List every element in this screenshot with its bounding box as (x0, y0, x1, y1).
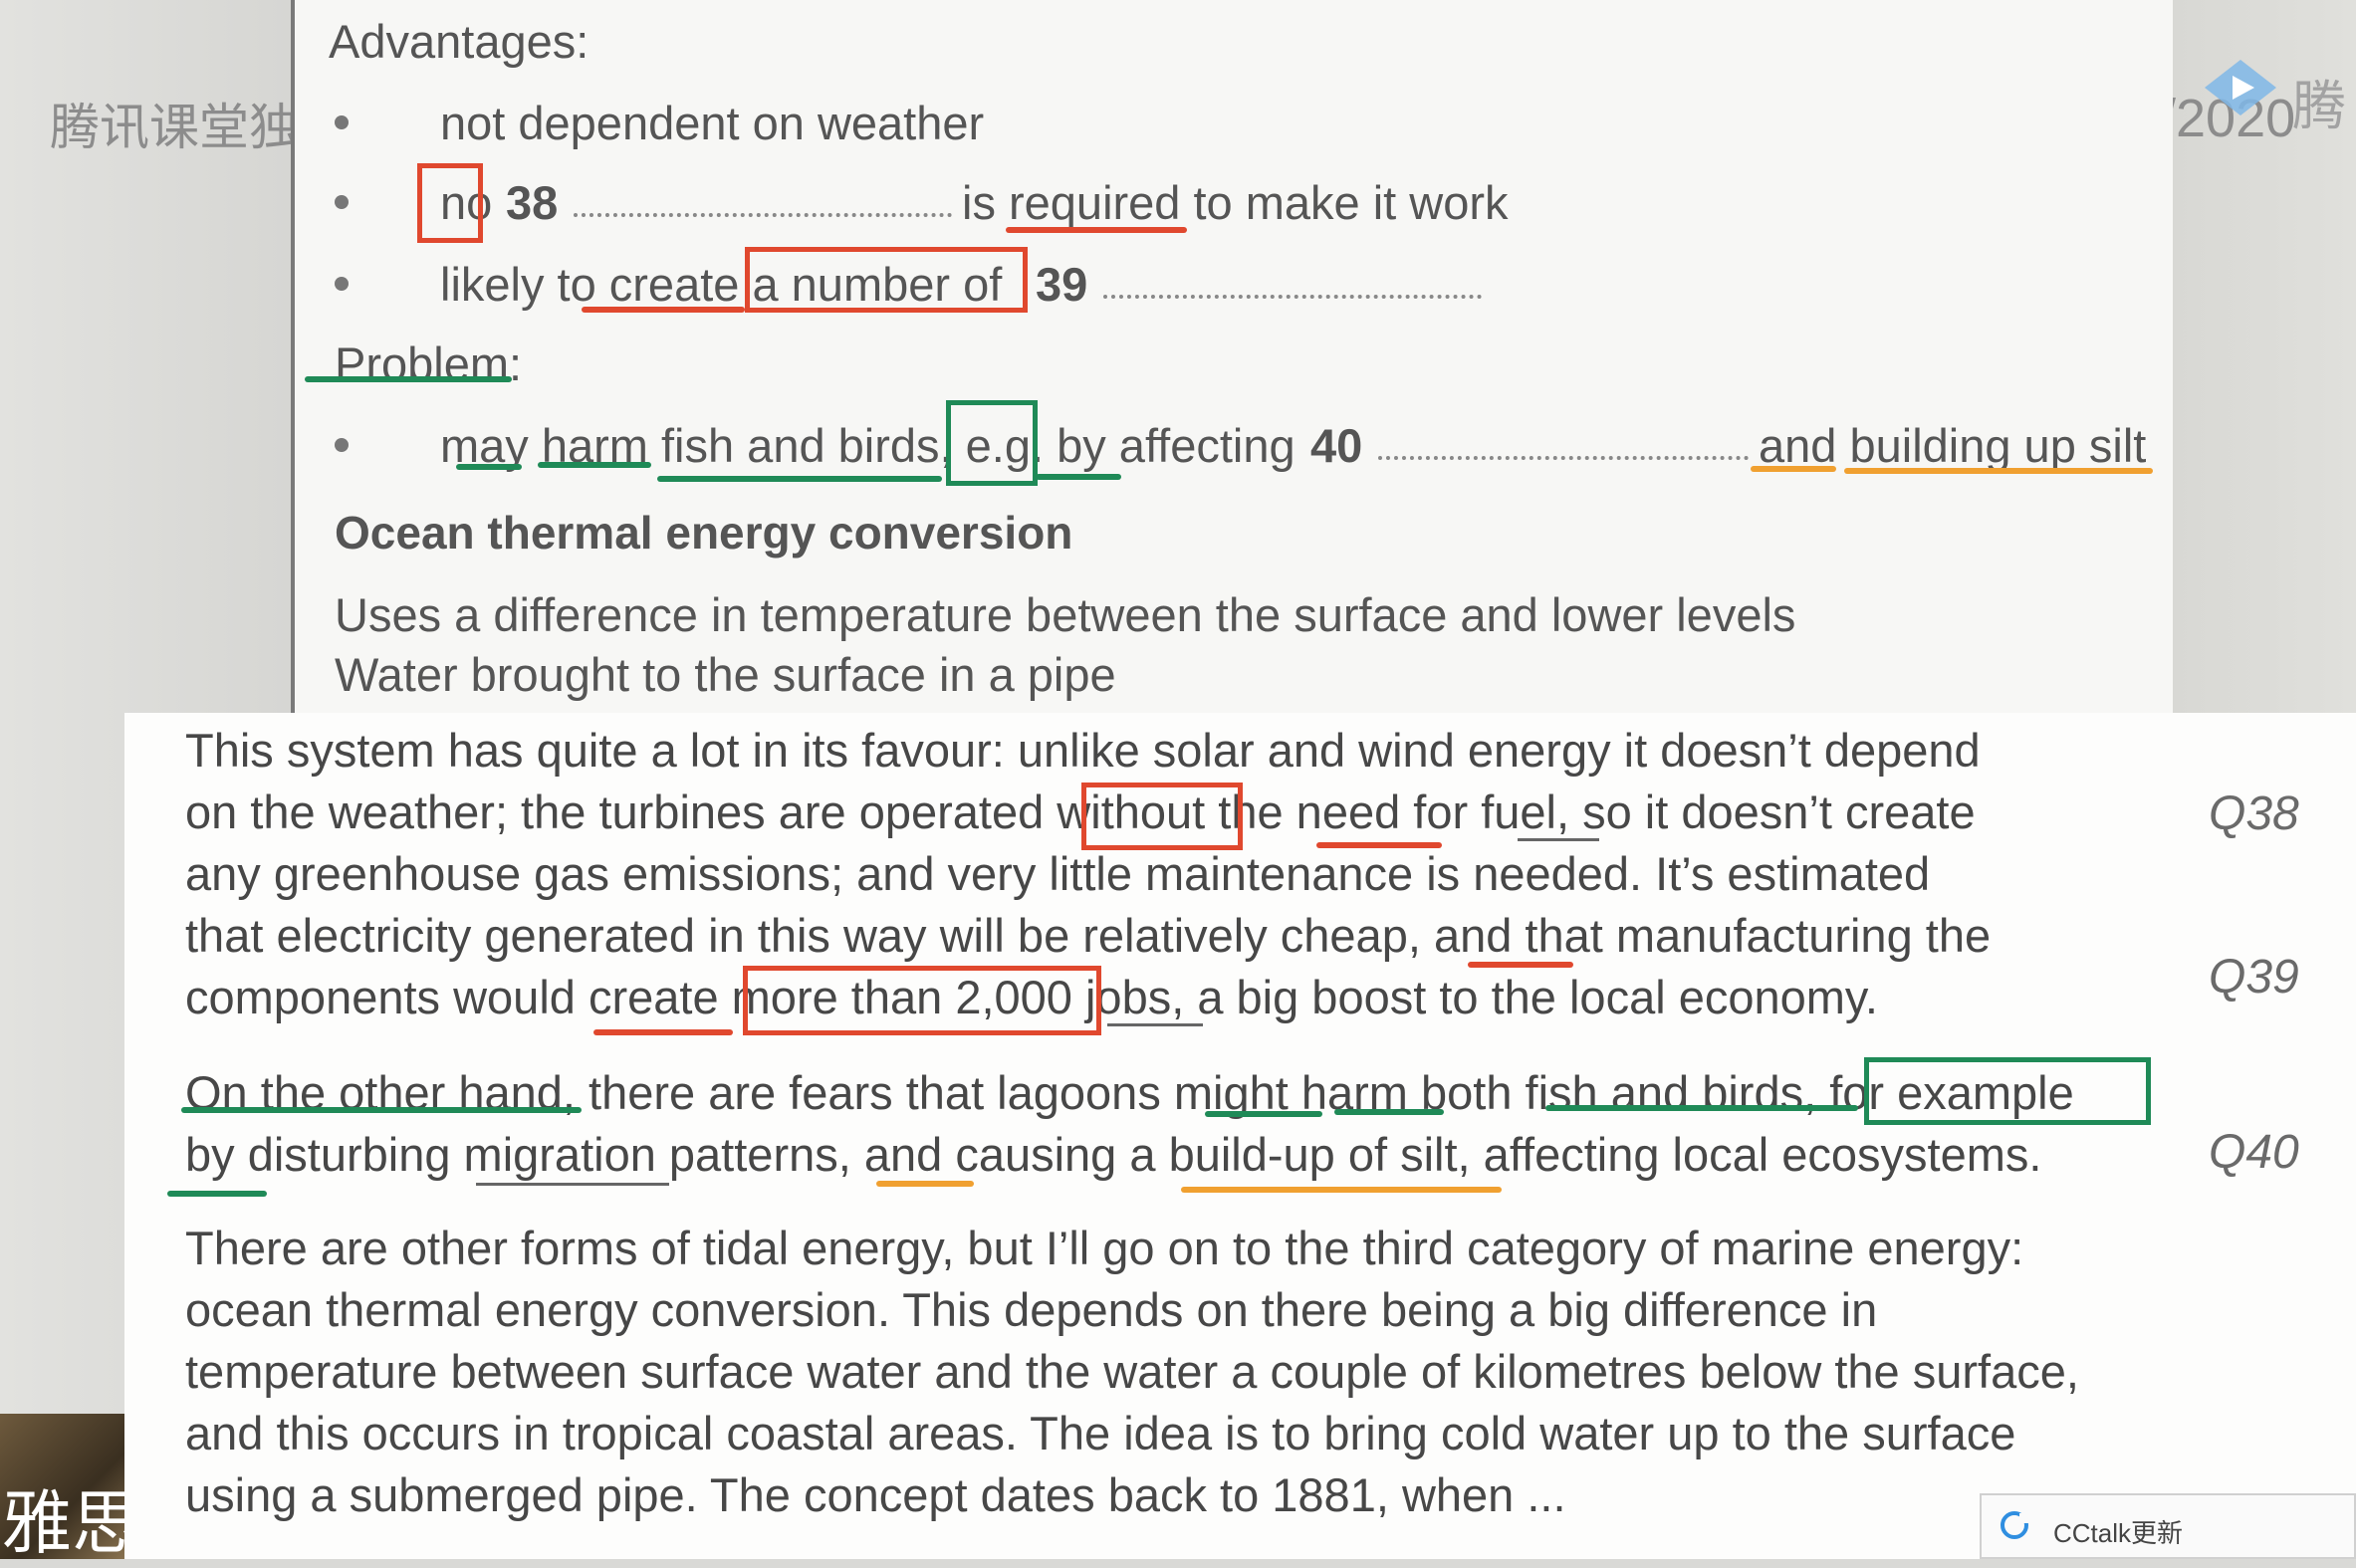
annotation-underline-may (456, 464, 522, 470)
bullet-dot (335, 195, 349, 209)
annotation-underline-fish-and-birds (1545, 1105, 1858, 1111)
annotation-underline-harm-transcript (1334, 1109, 1444, 1115)
transcript-line: components would create more than 2,000 … (185, 971, 1878, 1023)
bullet-weather: not dependent on weather (440, 97, 985, 149)
annotation-underline-and-transcript (876, 1181, 974, 1187)
annotation-underline-and (1751, 466, 1836, 472)
transcript-line: and this occurs in tropical coastal area… (185, 1407, 2016, 1459)
watermark-left: 腾讯课堂独 (50, 100, 299, 155)
advantages-heading: Advantages: (329, 15, 589, 68)
description-line-2: Water brought to the surface in a pipe (335, 648, 1116, 701)
q40-number: 40 (1310, 419, 1363, 472)
transcript-line: This system has quite a lot in its favou… (185, 724, 1981, 777)
annotation-underline-migration (476, 1183, 669, 1186)
annotation-underline-fuel (1518, 838, 1599, 841)
transcript-line: on the weather; the turbines are operate… (185, 785, 1976, 838)
annotation-underline-create (582, 307, 745, 313)
transcript-panel (124, 713, 2356, 1559)
description-line-1: Uses a difference in temperature between… (335, 588, 1796, 641)
annotation-underline-harm (538, 462, 651, 468)
bullet-q38-suffix: is required to make it work (962, 176, 1509, 229)
annotation-underline-by-disturbing (167, 1191, 267, 1197)
transcript-line: that electricity generated in this way w… (185, 909, 1992, 962)
transcript-line: ocean thermal energy conversion. This de… (185, 1283, 1878, 1336)
toast-label: CCtalk更新 (2053, 1518, 2184, 1548)
transcript-line: There are other forms of tidal energy, b… (185, 1222, 2024, 1274)
q40-answer-blank (1378, 456, 1749, 460)
transcript-line: using a submerged pipe. The concept date… (185, 1468, 1566, 1521)
annotation-box-without (1081, 783, 1243, 850)
cctalk-icon (2001, 1511, 2029, 1539)
transcript-line: by disturbing migration patterns, and ca… (185, 1128, 2042, 1181)
notes-slide: Advantages: not dependent on weather no … (291, 0, 2173, 713)
q38-number: 38 (506, 176, 559, 229)
bullet-dot (335, 277, 349, 291)
annotation-underline-required (1006, 227, 1187, 233)
annotation-underline-fish-birds (657, 476, 942, 482)
annotation-underline-by (1036, 474, 1121, 480)
watermark-right: 腾 (2292, 77, 2346, 136)
annotation-underline-on-the-other-hand (181, 1107, 582, 1113)
bullet-q39-prefix: likely to create a number of (440, 258, 1003, 311)
section-title: Ocean thermal energy conversion (335, 507, 1073, 559)
q38-answer-blank (574, 213, 952, 217)
question-label-q39: Q39 (2209, 951, 2299, 1004)
annotation-underline-need (1316, 842, 1442, 848)
cctalk-update-toast[interactable]: CCtalk更新 (1980, 1493, 2356, 1559)
annotation-box-for-example (1864, 1057, 2151, 1125)
annotation-box-more-than-2000 (743, 966, 1101, 1035)
annotation-underline-might (1205, 1111, 1322, 1117)
annotation-box-a-number-of (745, 247, 1028, 313)
annotation-underline-jobs (1107, 1023, 1203, 1026)
annotation-underline-and-that (1468, 962, 1573, 968)
bullet-dot (335, 438, 349, 452)
problem-heading: Problem: (335, 337, 523, 390)
play-logo-icon (2205, 60, 2276, 115)
annotation-box-eg (946, 400, 1038, 486)
video-background-right (2171, 0, 2356, 717)
q39-number: 39 (1036, 258, 1088, 311)
annotation-underline-problem (305, 376, 512, 382)
annotation-underline-create-transcript (593, 1029, 733, 1035)
bullet-dot (335, 115, 349, 129)
bullet-q40-suffix: and building up silt (1759, 419, 2147, 472)
annotation-box-no (417, 163, 483, 243)
q39-answer-blank (1103, 295, 1482, 299)
transcript-line: any greenhouse gas emissions; and very l… (185, 847, 1931, 900)
streamer-avatar: 雅思 (0, 1414, 141, 1564)
transcript-line: temperature between surface water and th… (185, 1345, 2079, 1398)
bullet-q38-prefix: no (440, 176, 493, 229)
avatar-label: 雅思 (2, 1482, 141, 1564)
question-label-q40: Q40 (2209, 1126, 2299, 1179)
annotation-underline-build-up-of-silt (1181, 1187, 1502, 1193)
annotation-underline-building-up-silt (1844, 468, 2153, 474)
question-label-q38: Q38 (2209, 787, 2299, 840)
